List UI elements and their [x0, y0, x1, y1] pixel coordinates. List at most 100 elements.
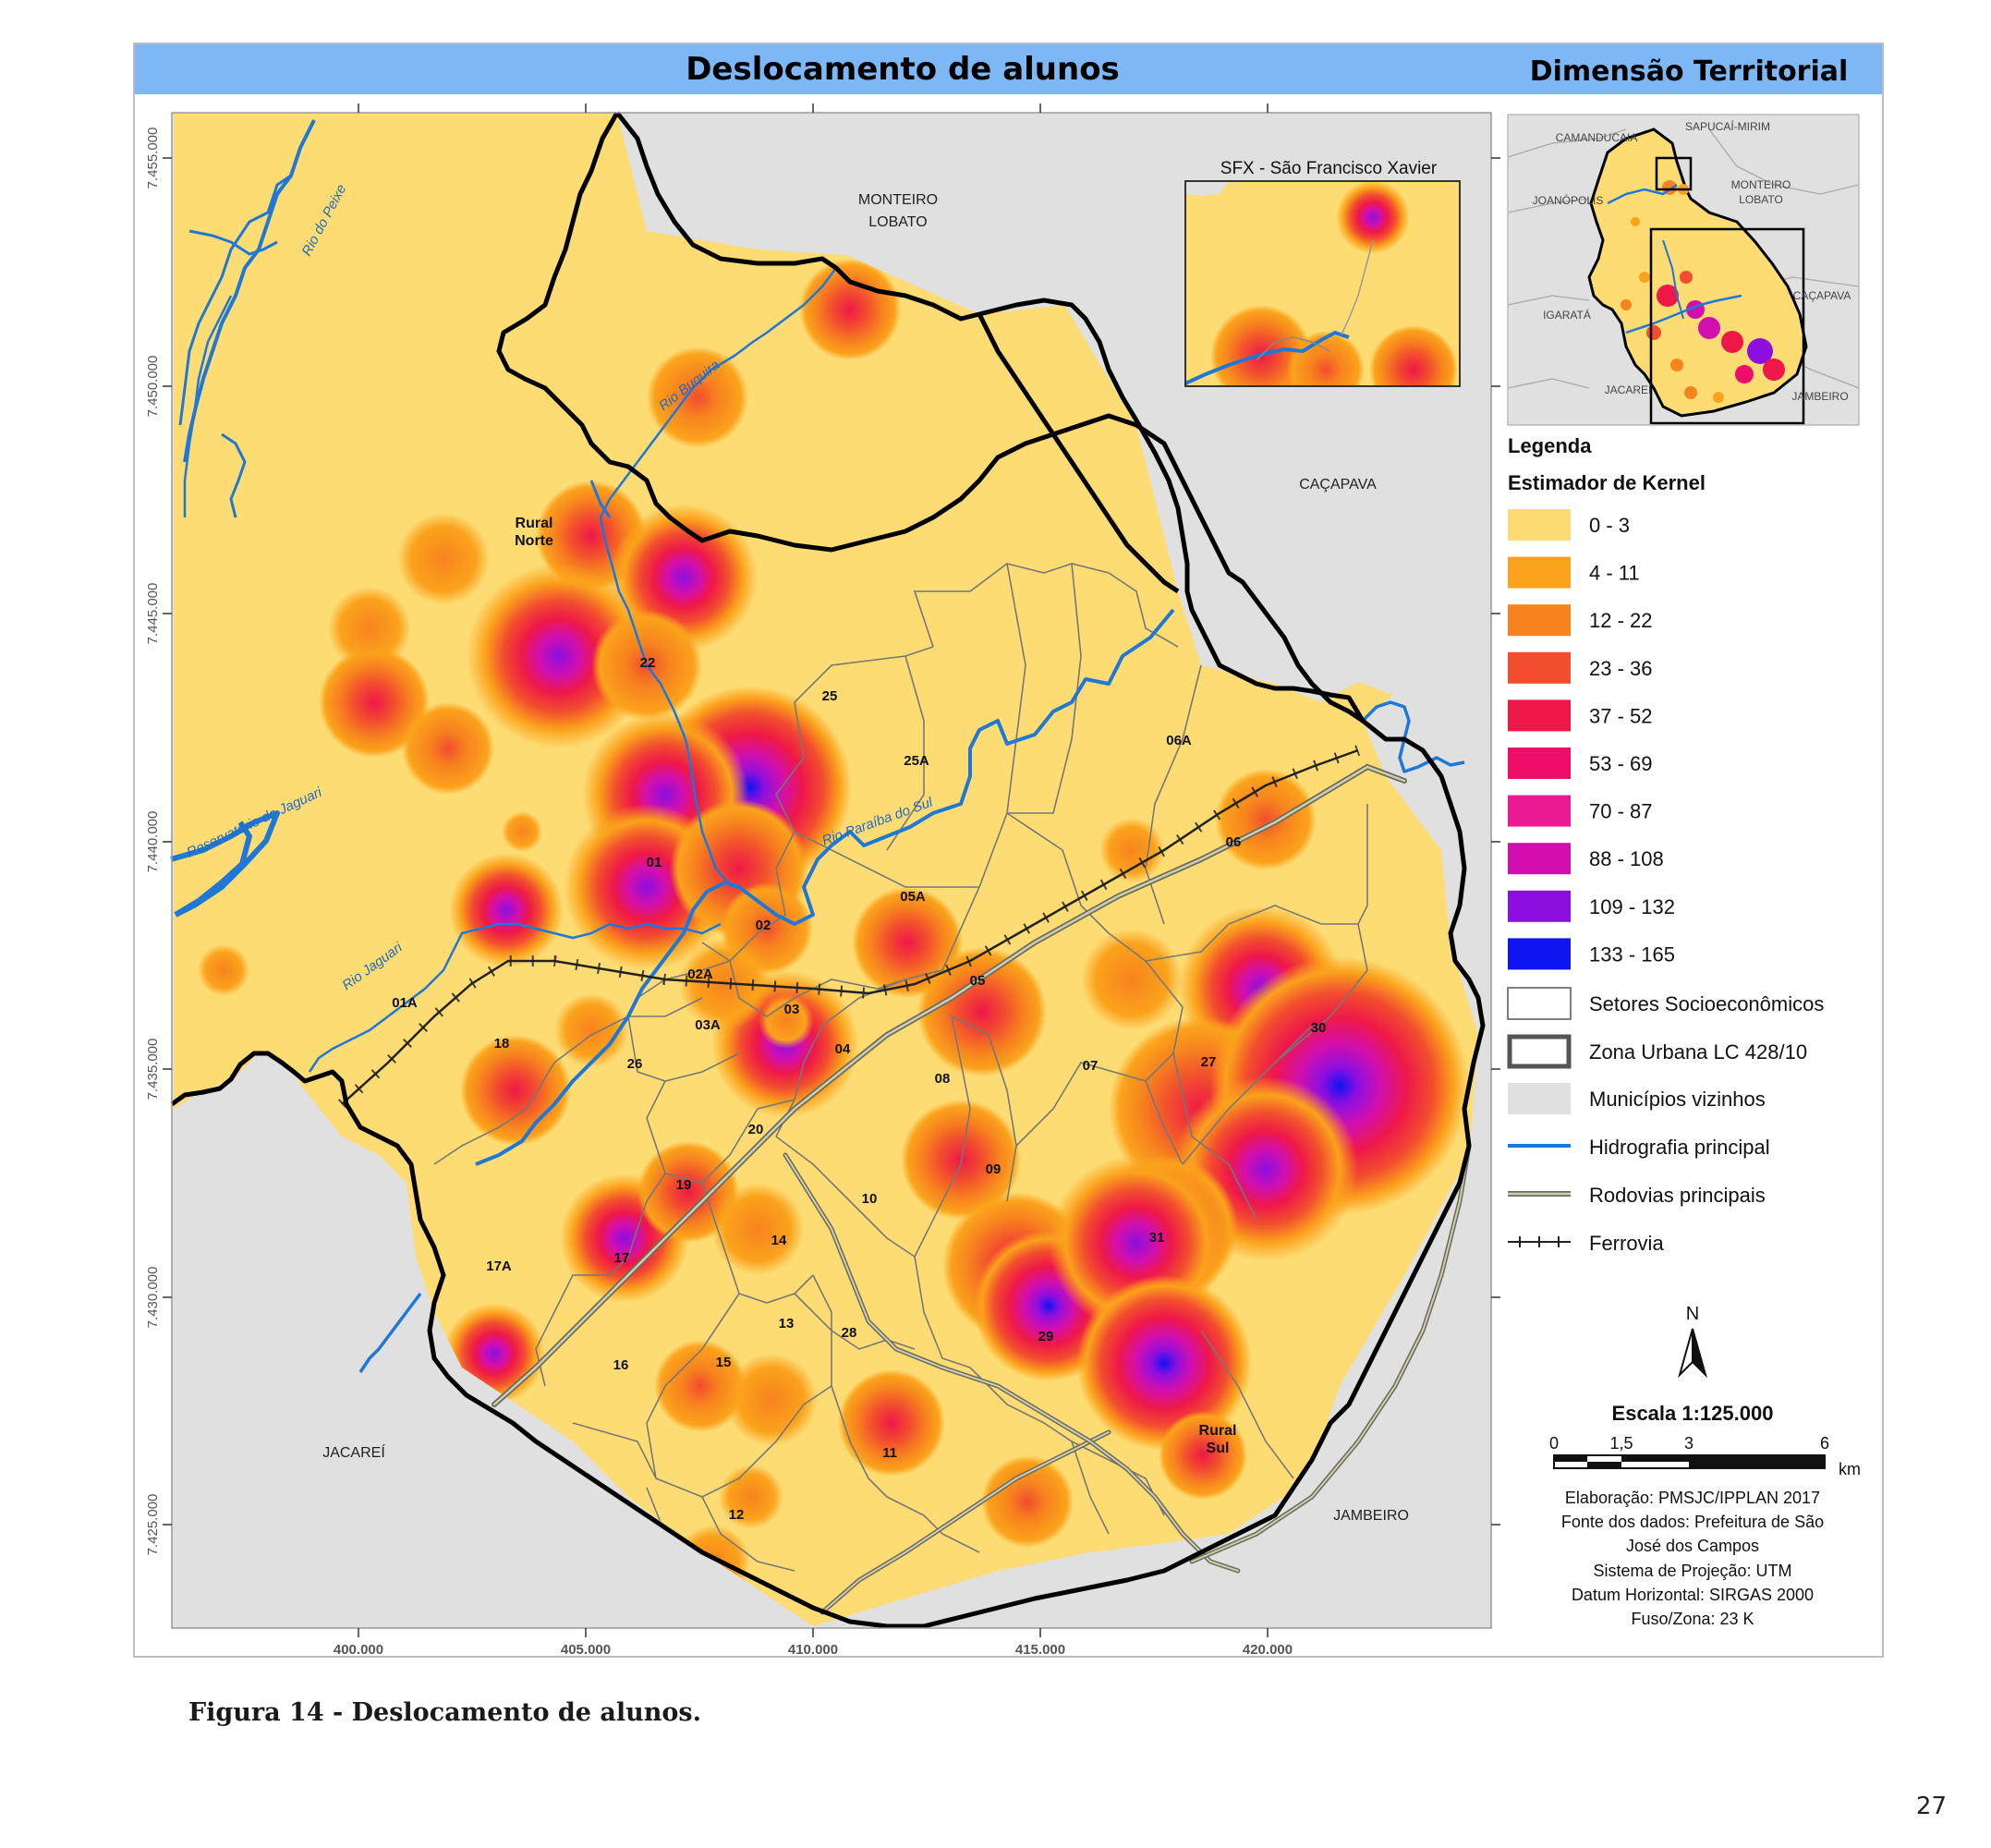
- legend-kernel-classes: 0 - 3 4 - 11 12 - 22 23 - 36 37 - 52 53 - 69 7…: [1508, 509, 1675, 970]
- sector-label: 13: [779, 1316, 795, 1331]
- legend-swatch: [1508, 843, 1571, 875]
- hydrography: [170, 119, 1465, 1373]
- sector-label: 16: [613, 1357, 629, 1373]
- axis-ticks: [163, 103, 1500, 1637]
- legend-swatch: [1508, 651, 1571, 684]
- neighbor-jacarei: JACAREÍ: [322, 1443, 385, 1461]
- region-rural-sul-1: Rural: [1199, 1423, 1237, 1439]
- sector-label: 02: [756, 918, 771, 933]
- credit-line: Fonte dos dados: Prefeitura de São: [1561, 1513, 1824, 1531]
- sector-label: 12: [729, 1507, 745, 1523]
- region-labels: Rural Norte Rural Sul: [515, 516, 1236, 1456]
- locator-label: CAMANDUCAIA: [1556, 131, 1638, 144]
- neighbor-cacapava: CAÇAPAVA: [1299, 477, 1377, 492]
- legend-label-highway: Rodovias principais: [1589, 1184, 1766, 1207]
- sector-label: 09: [986, 1161, 1002, 1177]
- sector-label: 20: [748, 1122, 764, 1137]
- x-tick-label: 400.000: [334, 1642, 383, 1658]
- y-axis-labels: 7.455.000 7.450.000 7.445.000 7.440.000 …: [145, 128, 161, 1556]
- legend-symbol-sector: [1507, 987, 1572, 1020]
- credit-line: Sistema de Projeção: UTM: [1593, 1562, 1791, 1580]
- sector-label: 03: [784, 1002, 800, 1017]
- y-tick-label: 7.445.000: [145, 583, 161, 645]
- locator-sfx-box: [1655, 156, 1693, 191]
- sfx-inset-title: SFX - São Francisco Xavier: [1220, 159, 1438, 178]
- locator-label: JOANÓPOLIS: [1533, 193, 1604, 207]
- dimension-label: Dimensão Territorial: [1530, 55, 1849, 88]
- sector-label: 30: [1311, 1020, 1327, 1036]
- x-tick-label: 405.000: [561, 1642, 611, 1658]
- y-tick-label: 7.450.000: [145, 356, 161, 418]
- legend-other-items: Setores Socioeconômicos Zona Urbana LC 4…: [1507, 987, 1824, 1255]
- sector-label: 07: [1083, 1058, 1099, 1074]
- scale-tick-label: 3: [1684, 1434, 1694, 1453]
- x-axis-labels: 400.000 405.000 410.000 415.000 420.000: [334, 1642, 1293, 1658]
- sector-label: 22: [640, 655, 656, 671]
- svg-text:N: N: [1686, 1304, 1699, 1324]
- main-map-border: [171, 112, 1492, 1629]
- legend-symbol-urban-zone: [1507, 1034, 1572, 1069]
- legend-class-label: 4 - 11: [1589, 562, 1640, 585]
- legend-swatch: [1508, 795, 1571, 827]
- legend-class-label: 133 - 165: [1589, 942, 1675, 966]
- locator-label: LOBATO: [1739, 193, 1783, 206]
- sfx-inset-border: [1184, 180, 1461, 387]
- region-rural-sul-2: Sul: [1207, 1441, 1230, 1456]
- scale-tick-label: 6: [1820, 1434, 1829, 1453]
- locator-map: CAMANDUCAIA SAPUCAÍ-MIRIM JOANÓPOLIS MON…: [1507, 114, 1860, 426]
- credit-line: Datum Horizontal: SIRGAS 2000: [1572, 1586, 1814, 1604]
- figure-caption: Figura 14 - Deslocamento de alunos.: [188, 1698, 701, 1727]
- locator-label: JAMBEIRO: [1791, 390, 1848, 403]
- sector-label: 06A: [1166, 733, 1192, 748]
- header-band: [135, 44, 1882, 94]
- credit-line: José dos Campos: [1626, 1537, 1759, 1555]
- legend-swatch: [1508, 890, 1571, 922]
- map-title: Deslocamento de alunos: [686, 51, 1120, 88]
- sector-label: 15: [716, 1355, 732, 1370]
- sector-labels: 01 01A 02 02A 03 03A 04 05 05A 06 06A 07 08 09 10 11 12 1…: [392, 655, 1326, 1523]
- legend-class-label: 109 - 132: [1589, 895, 1675, 918]
- scale-bar: Escala 1:125.000 0 1,5 3 6 km: [1549, 1402, 1861, 1478]
- x-tick-label: 415.000: [1015, 1642, 1065, 1658]
- locator-hotspots: [1621, 180, 1785, 403]
- neighbor-monteiro-2: LOBATO: [868, 214, 927, 230]
- y-tick-label: 7.440.000: [145, 811, 161, 873]
- locator-label: IGARATÁ: [1543, 308, 1591, 322]
- sector-label: 06: [1226, 834, 1242, 850]
- east-boundary: [977, 312, 1180, 594]
- sector-label: 17A: [486, 1258, 512, 1274]
- sector-label: 11: [882, 1445, 897, 1461]
- sector-label: 05: [970, 973, 986, 989]
- legend-class-label: 37 - 52: [1589, 704, 1653, 727]
- legend-swatch: [1508, 604, 1571, 637]
- sector-label: 03A: [695, 1017, 721, 1033]
- locator-label: JACAREÍ: [1605, 383, 1652, 396]
- locator-urban-box: [1649, 227, 1805, 425]
- credit-line: Elaboração: PMSJC/IPPLAN 2017: [1565, 1489, 1820, 1507]
- sector-label: 17: [614, 1250, 630, 1266]
- credit-line: Fuso/Zona: 23 K: [1631, 1610, 1754, 1628]
- sector-label: 26: [627, 1056, 643, 1072]
- legend-class-label: 12 - 22: [1589, 609, 1653, 632]
- x-tick-label: 410.000: [788, 1642, 838, 1658]
- sector-boundaries: [433, 563, 1368, 1572]
- neighbor-monteiro-1: MONTEIRO: [858, 192, 938, 208]
- sector-label: 25: [822, 688, 838, 704]
- sector-label: 01A: [392, 995, 418, 1011]
- legend-symbol-neighbor: [1508, 1083, 1571, 1114]
- legend-label-railway: Ferrovia: [1589, 1232, 1664, 1255]
- sector-label: 25A: [904, 753, 929, 769]
- region-rural-norte-2: Norte: [515, 533, 553, 549]
- locator-label: CAÇAPAVA: [1793, 289, 1851, 302]
- y-tick-label: 7.455.000: [145, 128, 161, 189]
- legend-swatch: [1508, 699, 1571, 732]
- municipal-boundary: [170, 111, 1486, 1629]
- scale-title: Escala 1:125.000: [1612, 1402, 1774, 1425]
- legend-label-river: Hidrografia principal: [1589, 1136, 1770, 1159]
- highways: [492, 763, 1472, 1615]
- locator-label: SAPUCAÍ-MIRIM: [1685, 119, 1770, 133]
- legend-subtitle: Estimador de Kernel: [1508, 471, 1706, 494]
- sector-label: 08: [935, 1071, 951, 1087]
- sector-label: 27: [1201, 1054, 1217, 1070]
- legend-title: Legenda: [1508, 434, 1592, 457]
